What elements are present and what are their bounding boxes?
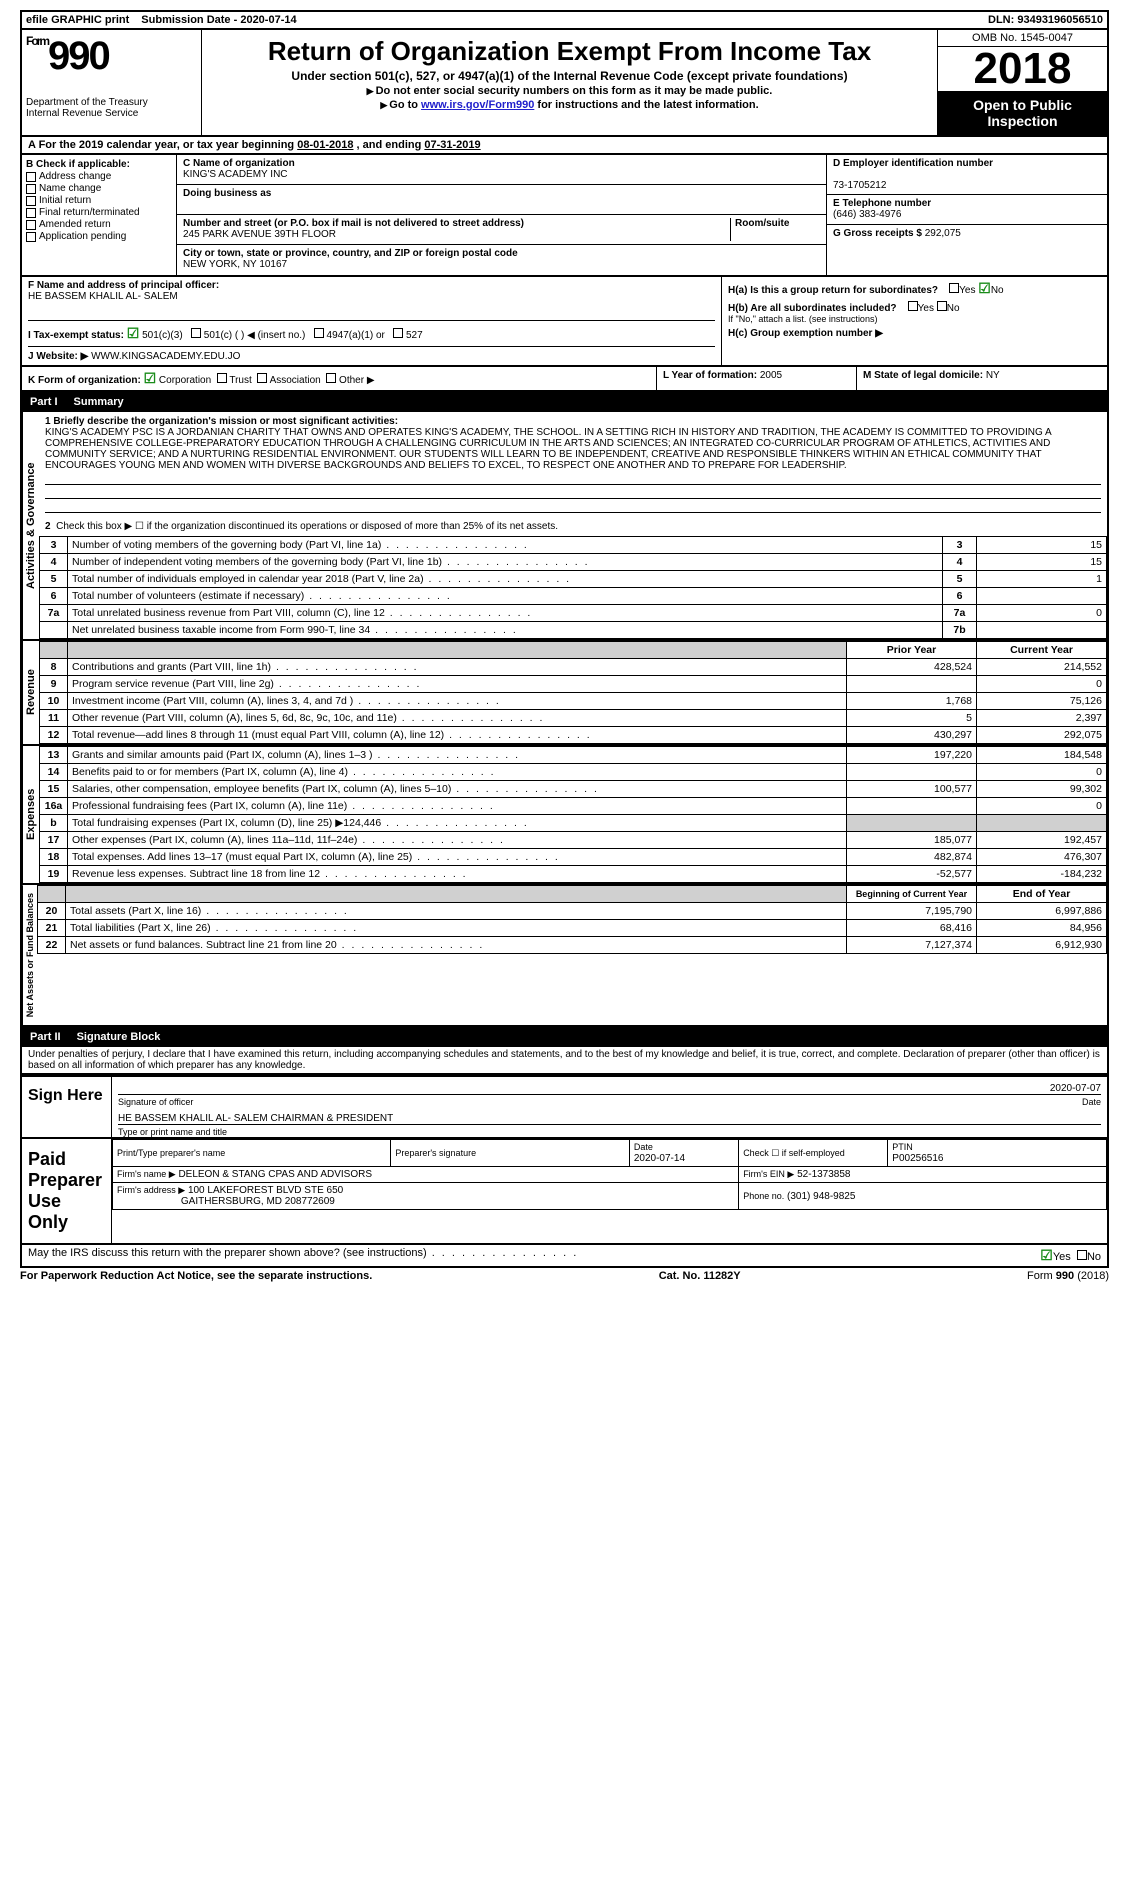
net-table: Beginning of Current YearEnd of Year20To… bbox=[37, 885, 1107, 954]
chk-corp[interactable]: ☑ bbox=[144, 370, 157, 386]
sign-here-block: Sign Here 2020-07-07 Signature of office… bbox=[20, 1075, 1109, 1139]
form-subtitle: Under section 501(c), 527, or 4947(a)(1)… bbox=[210, 69, 929, 83]
form-number: 990 bbox=[48, 34, 109, 78]
efile-label: efile GRAPHIC print bbox=[26, 14, 129, 26]
street-address: 245 PARK AVENUE 39TH FLOOR bbox=[183, 229, 336, 240]
open-public: Open to Public Inspection bbox=[938, 91, 1107, 135]
chk-ha-yes[interactable] bbox=[949, 283, 959, 293]
sig-date: 2020-07-07 bbox=[1050, 1083, 1101, 1094]
topbar: efile GRAPHIC print Submission Date - 20… bbox=[20, 10, 1109, 28]
part2-header: Part IISignature Block bbox=[20, 1027, 1109, 1047]
vlabel-governance: Activities & Governance bbox=[22, 412, 39, 639]
chk-address-change[interactable] bbox=[26, 172, 36, 182]
irs-link[interactable]: www.irs.gov/Form990 bbox=[421, 99, 534, 111]
mission-block: 1 Briefly describe the organization's mi… bbox=[39, 412, 1107, 517]
hb-note: If "No," attach a list. (see instruction… bbox=[728, 314, 1101, 324]
gross-receipts: 292,075 bbox=[925, 228, 961, 239]
col-D: D Employer identification number73-17052… bbox=[827, 155, 1107, 275]
line2: 2 Check this box ▶ ☐ if the organization… bbox=[39, 517, 1107, 536]
firm-name: DELEON & STANG CPAS AND ADVISORS bbox=[178, 1169, 372, 1180]
identity-grid: B Check if applicable: Address change Na… bbox=[20, 155, 1109, 277]
paid-preparer-label: Paid Preparer Use Only bbox=[22, 1139, 112, 1243]
chk-501c[interactable] bbox=[191, 328, 201, 338]
chk-501c3[interactable]: ☑ bbox=[127, 325, 140, 341]
part1-header: Part ISummary bbox=[20, 392, 1109, 412]
dln: DLN: 93493196056510 bbox=[988, 14, 1103, 26]
form-word: Form bbox=[26, 34, 48, 48]
chk-app-pending[interactable] bbox=[26, 232, 36, 242]
chk-name-change[interactable] bbox=[26, 184, 36, 194]
officer-name-title: HE BASSEM KHALIL AL- SALEM CHAIRMAN & PR… bbox=[118, 1113, 393, 1124]
chk-ha-no[interactable]: ☑ bbox=[978, 280, 991, 296]
Hc: H(c) Group exemption number ▶ bbox=[728, 328, 1101, 339]
row-FH: F Name and address of principal officer:… bbox=[20, 277, 1109, 367]
city-state-zip: NEW YORK, NY 10167 bbox=[183, 259, 287, 270]
sign-here-label: Sign Here bbox=[22, 1077, 112, 1137]
paid-preparer-block: Paid Preparer Use Only Print/Type prepar… bbox=[20, 1139, 1109, 1245]
row-KLM: K Form of organization: ☑ Corporation Tr… bbox=[20, 367, 1109, 392]
principal-officer: HE BASSEM KHALIL AL- SALEM bbox=[28, 291, 178, 302]
hint-ssn: Do not enter social security numbers on … bbox=[210, 85, 929, 97]
ein: 73-1705212 bbox=[833, 180, 886, 191]
chk-4947[interactable] bbox=[314, 328, 324, 338]
footer: For Paperwork Reduction Act Notice, see … bbox=[20, 1268, 1109, 1284]
gov-table: 3Number of voting members of the governi… bbox=[39, 536, 1107, 639]
exp-table: 13Grants and similar amounts paid (Part … bbox=[39, 746, 1107, 883]
org-name: KING'S ACADEMY INC bbox=[183, 169, 288, 180]
firm-phone: (301) 948-9825 bbox=[787, 1191, 855, 1202]
phone: (646) 383-4976 bbox=[833, 209, 901, 220]
section-net: Net Assets or Fund Balances Beginning of… bbox=[20, 885, 1109, 1027]
chk-amended[interactable] bbox=[26, 220, 36, 230]
tax-year: 2018 bbox=[938, 47, 1107, 91]
dept-treasury: Department of the Treasury Internal Reve… bbox=[26, 97, 197, 119]
col-B: B Check if applicable: Address change Na… bbox=[22, 155, 177, 275]
firm-addr2: GAITHERSBURG, MD 208772609 bbox=[181, 1196, 335, 1207]
section-expenses: Expenses 13Grants and similar amounts pa… bbox=[20, 746, 1109, 885]
chk-assoc[interactable] bbox=[257, 373, 267, 383]
mission-text: KING'S ACADEMY PSC IS A JORDANIAN CHARIT… bbox=[45, 427, 1101, 471]
section-governance: Activities & Governance 1 Briefly descri… bbox=[20, 412, 1109, 641]
form-header: Form990 Department of the Treasury Inter… bbox=[20, 28, 1109, 137]
chk-trust[interactable] bbox=[217, 373, 227, 383]
chk-discuss-no[interactable] bbox=[1077, 1250, 1087, 1260]
form-title: Return of Organization Exempt From Incom… bbox=[210, 36, 929, 67]
vlabel-net: Net Assets or Fund Balances bbox=[22, 885, 37, 1025]
declaration: Under penalties of perjury, I declare th… bbox=[20, 1047, 1109, 1075]
preparer-table: Print/Type preparer's name Preparer's si… bbox=[112, 1139, 1107, 1210]
chk-hb-yes[interactable] bbox=[908, 301, 918, 311]
discuss-row: May the IRS discuss this return with the… bbox=[20, 1245, 1109, 1268]
chk-final-return[interactable] bbox=[26, 208, 36, 218]
col-C: C Name of organizationKING'S ACADEMY INC… bbox=[177, 155, 827, 275]
row-A: A For the 2019 calendar year, or tax yea… bbox=[20, 137, 1109, 155]
section-revenue: Revenue Prior YearCurrent Year8Contribut… bbox=[20, 641, 1109, 746]
Hb: H(b) Are all subordinates included? Yes … bbox=[728, 301, 1101, 314]
vlabel-expenses: Expenses bbox=[22, 746, 39, 883]
submission-date: Submission Date - 2020-07-14 bbox=[141, 14, 296, 26]
year-formation: 2005 bbox=[760, 370, 782, 381]
Ha: H(a) Is this a group return for subordin… bbox=[728, 280, 1101, 297]
chk-initial-return[interactable] bbox=[26, 196, 36, 206]
chk-527[interactable] bbox=[393, 328, 403, 338]
domicile: NY bbox=[986, 370, 1000, 381]
vlabel-revenue: Revenue bbox=[22, 641, 39, 744]
website: WWW.KINGSACADEMY.EDU.JO bbox=[91, 351, 240, 362]
chk-discuss-yes[interactable]: ☑ bbox=[1040, 1247, 1053, 1263]
chk-hb-no[interactable] bbox=[937, 301, 947, 311]
rev-table: Prior YearCurrent Year8Contributions and… bbox=[39, 641, 1107, 744]
firm-addr1: 100 LAKEFOREST BLVD STE 650 bbox=[188, 1185, 343, 1196]
hint-link: Go to www.irs.gov/Form990 for instructio… bbox=[210, 99, 929, 111]
firm-ein: 52-1373858 bbox=[797, 1169, 850, 1180]
chk-other[interactable] bbox=[326, 373, 336, 383]
